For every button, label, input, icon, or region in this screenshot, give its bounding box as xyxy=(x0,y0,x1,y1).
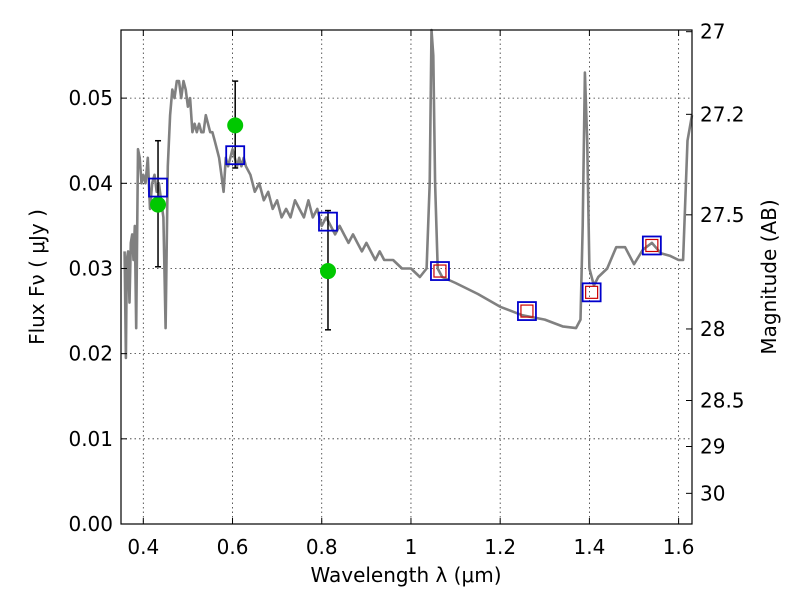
y2-axis-label: Magnitude (AB) xyxy=(757,199,781,354)
y2-tick-label: 27.5 xyxy=(700,203,745,227)
model-band-flux-inner-square xyxy=(433,264,447,278)
model-band-flux-inner-square xyxy=(585,285,599,299)
model-band-flux-square xyxy=(318,211,338,232)
y2-tick-label: 30 xyxy=(700,481,725,505)
model-band-flux-square xyxy=(148,177,168,198)
x-tick-label: 0.6 xyxy=(217,535,249,559)
y-tick-label: 0.03 xyxy=(68,256,113,280)
observed-flux-point xyxy=(319,263,336,280)
y2-tick-label: 29 xyxy=(700,434,725,458)
y-tick-label: 0.04 xyxy=(68,171,113,195)
y-axis-label: Flux Fν ( μJy ) xyxy=(25,209,49,345)
ticks-layer xyxy=(121,30,692,525)
observed-flux-layer xyxy=(150,117,336,280)
model-band-flux-square xyxy=(641,235,662,256)
model-band-flux-square xyxy=(225,145,246,166)
y-tick-label: 0.02 xyxy=(68,342,113,366)
x-tick-label: 1 xyxy=(405,535,418,559)
model-band-flux-square xyxy=(581,282,602,303)
tick-labels-layer: 0.4 0.6 0.8 1 1.2 1.4 1.6 0.00 0.01 0.02 0.03 0.04 0… xyxy=(68,20,744,559)
x-tick-label: 1.2 xyxy=(484,535,516,559)
y-tick-label: 0.00 xyxy=(68,512,113,536)
x-axis-label: Wavelength λ (μm) xyxy=(310,563,501,587)
y-tick-label: 0.01 xyxy=(68,427,113,451)
y2-tick-label: 28 xyxy=(700,317,725,341)
y-tick-label: 0.05 xyxy=(68,86,113,110)
x-tick-label: 1.4 xyxy=(573,535,605,559)
model-band-flux-square xyxy=(517,301,537,321)
observed-flux-point xyxy=(150,196,167,213)
error-bars-layer xyxy=(155,80,331,331)
model-band-flux-inner-square xyxy=(520,304,534,318)
observed-flux-point xyxy=(227,117,244,134)
x-tick-label: 1.6 xyxy=(663,535,695,559)
y2-tick-label: 27.2 xyxy=(700,102,745,126)
x-tick-label: 0.8 xyxy=(306,535,338,559)
x-tick-label: 0.4 xyxy=(127,535,159,559)
y2-tick-label: 28.5 xyxy=(700,389,745,413)
model-band-flux-layer xyxy=(148,145,662,321)
model-band-flux-square xyxy=(430,261,450,281)
plot-frame xyxy=(120,29,693,525)
model-sed-line xyxy=(123,28,694,360)
y2-tick-label: 27 xyxy=(700,20,725,44)
model-sed-layer xyxy=(123,28,694,360)
grid-layer xyxy=(121,30,692,524)
model-band-flux-inner-square xyxy=(645,238,659,253)
